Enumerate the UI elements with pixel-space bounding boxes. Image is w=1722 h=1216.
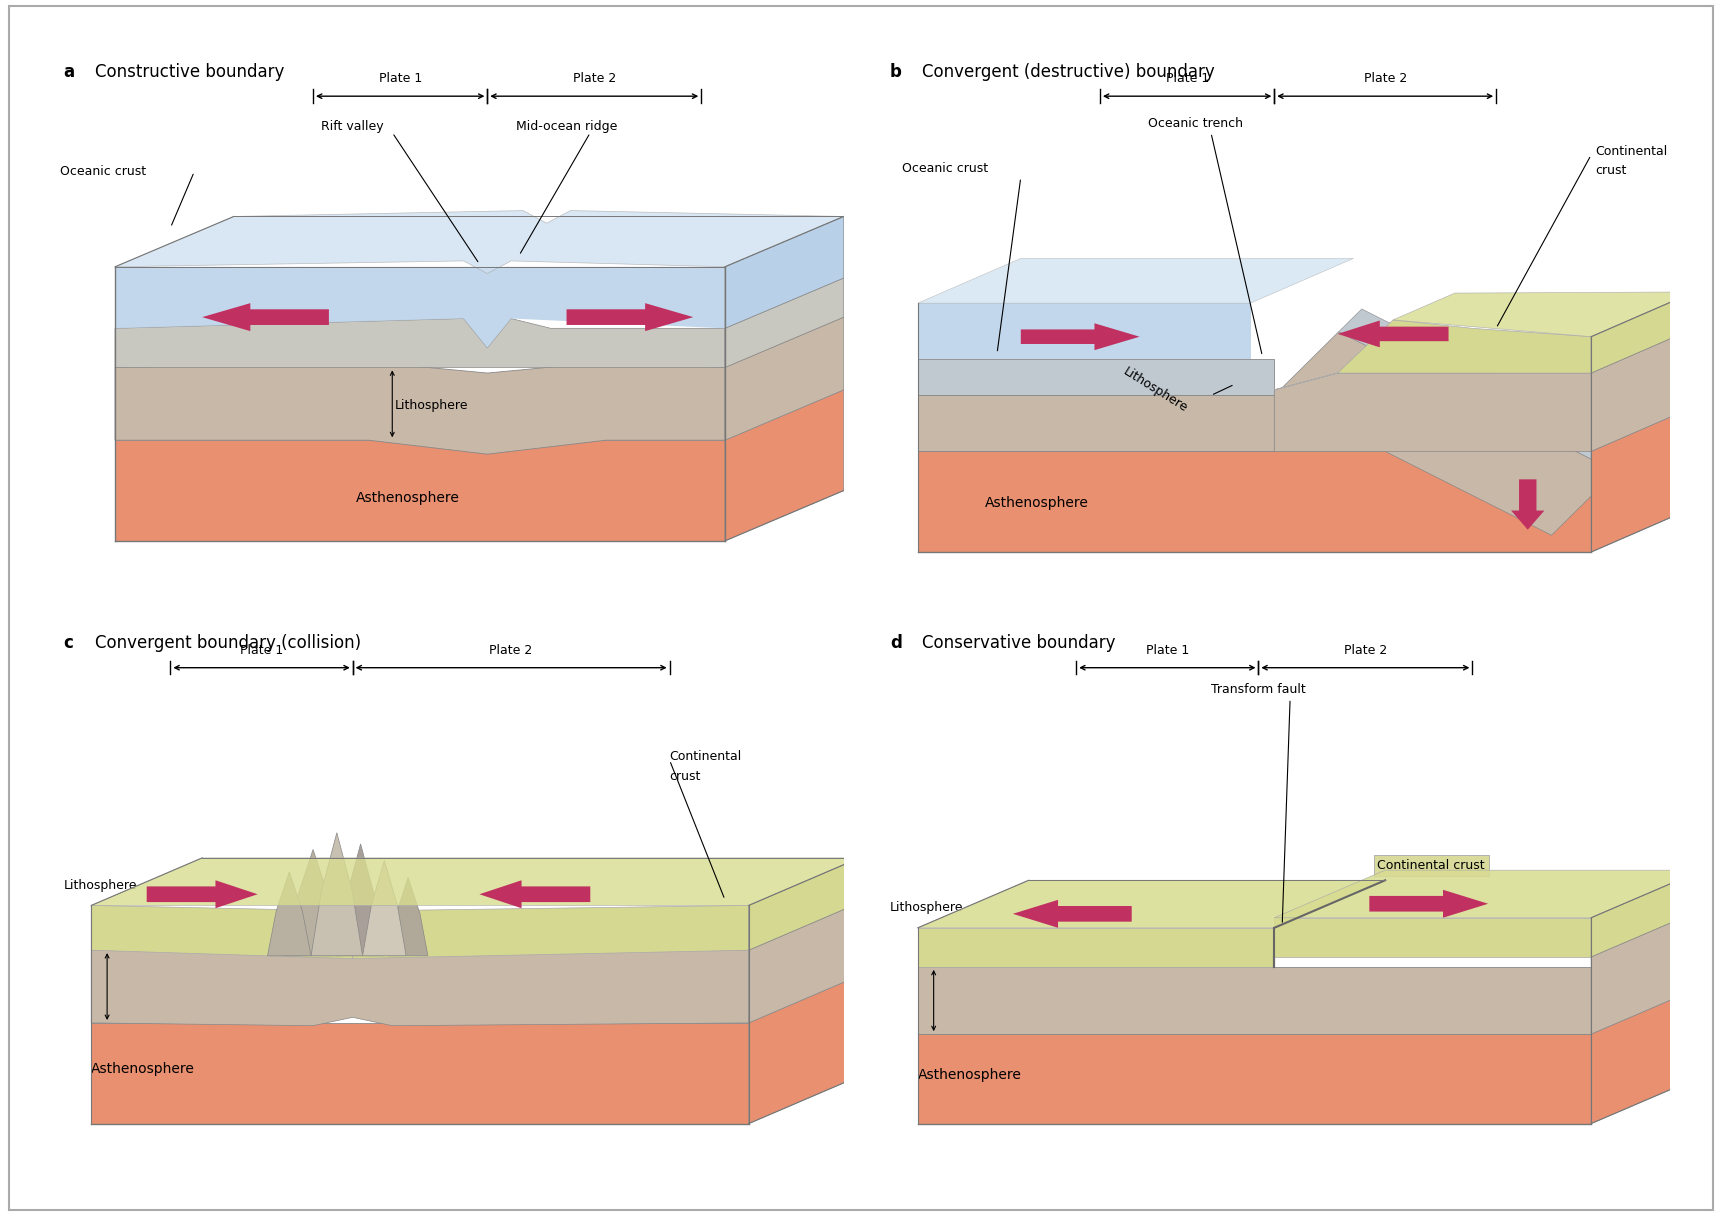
Polygon shape: [91, 947, 749, 1026]
Polygon shape: [201, 303, 329, 331]
Polygon shape: [725, 216, 844, 328]
Polygon shape: [725, 278, 844, 367]
Text: Plate 2: Plate 2: [1343, 643, 1386, 657]
Text: Conservative boundary: Conservative boundary: [921, 635, 1116, 652]
Polygon shape: [91, 858, 859, 906]
Text: crust: crust: [1595, 164, 1627, 178]
Polygon shape: [115, 210, 844, 274]
Polygon shape: [749, 975, 859, 1124]
Polygon shape: [1591, 406, 1694, 552]
Polygon shape: [1393, 292, 1694, 337]
Polygon shape: [312, 833, 363, 956]
Polygon shape: [389, 878, 429, 956]
Polygon shape: [918, 880, 1384, 928]
Text: Asthenosphere: Asthenosphere: [918, 1068, 1021, 1082]
Polygon shape: [918, 1034, 1591, 1124]
Text: Plate 2: Plate 2: [489, 643, 532, 657]
Polygon shape: [918, 967, 1591, 1034]
Text: a: a: [64, 63, 74, 80]
Polygon shape: [267, 872, 312, 956]
Text: d: d: [890, 635, 902, 652]
Text: Oceanic trench: Oceanic trench: [1147, 117, 1243, 130]
Polygon shape: [1512, 479, 1545, 530]
Polygon shape: [1274, 871, 1701, 918]
Text: Asthenosphere: Asthenosphere: [356, 491, 460, 505]
Polygon shape: [115, 362, 725, 455]
Polygon shape: [115, 440, 725, 541]
Polygon shape: [1338, 309, 1639, 472]
Text: Plate 2: Plate 2: [1364, 72, 1407, 85]
Polygon shape: [91, 906, 353, 958]
Polygon shape: [1591, 292, 1694, 373]
Text: Transform fault: Transform fault: [1211, 683, 1305, 696]
Polygon shape: [363, 861, 406, 956]
Text: Plate 2: Plate 2: [573, 72, 616, 85]
Polygon shape: [1274, 918, 1591, 957]
Polygon shape: [115, 319, 725, 367]
Polygon shape: [1021, 323, 1140, 350]
Text: Continental crust: Continental crust: [1378, 858, 1484, 872]
Polygon shape: [146, 880, 258, 908]
Polygon shape: [918, 259, 1353, 303]
Polygon shape: [1338, 321, 1448, 348]
Text: Lithosphere: Lithosphere: [890, 901, 964, 914]
Polygon shape: [749, 902, 859, 1023]
Polygon shape: [1591, 986, 1701, 1124]
Text: Plate 1: Plate 1: [379, 72, 422, 85]
Polygon shape: [338, 844, 384, 956]
Text: c: c: [64, 635, 74, 652]
Polygon shape: [918, 395, 1274, 451]
Polygon shape: [1591, 871, 1701, 957]
Text: Continental: Continental: [1595, 145, 1667, 158]
Text: Oceanic crust: Oceanic crust: [902, 162, 988, 175]
Polygon shape: [749, 858, 859, 950]
Polygon shape: [91, 1023, 749, 1124]
Text: Plate 1: Plate 1: [1145, 643, 1188, 657]
Polygon shape: [479, 880, 591, 908]
Text: Lithosphere: Lithosphere: [1121, 365, 1190, 415]
Text: Mid-ocean ridge: Mid-ocean ridge: [517, 119, 616, 133]
Text: Asthenosphere: Asthenosphere: [985, 496, 1088, 511]
Polygon shape: [1013, 900, 1131, 928]
Polygon shape: [1369, 890, 1488, 918]
Polygon shape: [1591, 910, 1701, 1034]
Polygon shape: [1274, 320, 1591, 390]
Polygon shape: [918, 359, 1274, 395]
Polygon shape: [1274, 332, 1615, 535]
Text: Lithosphere: Lithosphere: [394, 399, 468, 412]
Text: Oceanic crust: Oceanic crust: [60, 165, 146, 179]
Polygon shape: [918, 303, 1250, 359]
Polygon shape: [353, 906, 749, 958]
Polygon shape: [918, 928, 1274, 967]
Polygon shape: [918, 451, 1591, 552]
Polygon shape: [115, 266, 725, 348]
Text: Rift valley: Rift valley: [322, 119, 384, 133]
Text: Plate 1: Plate 1: [239, 643, 282, 657]
Text: b: b: [890, 63, 902, 80]
Text: Convergent (destructive) boundary: Convergent (destructive) boundary: [921, 63, 1214, 80]
Text: Continental: Continental: [670, 750, 742, 762]
Polygon shape: [725, 390, 844, 541]
Text: Plate 1: Plate 1: [1166, 72, 1209, 85]
Text: Asthenosphere: Asthenosphere: [91, 1063, 195, 1076]
Polygon shape: [567, 303, 694, 331]
Polygon shape: [286, 850, 341, 956]
Polygon shape: [1591, 328, 1694, 451]
Polygon shape: [1274, 373, 1591, 451]
Text: Constructive boundary: Constructive boundary: [95, 63, 284, 80]
Text: Convergent boundary (collision): Convergent boundary (collision): [95, 635, 362, 652]
Polygon shape: [725, 317, 844, 440]
Text: crust: crust: [670, 770, 701, 783]
Text: Lithosphere: Lithosphere: [64, 879, 138, 891]
